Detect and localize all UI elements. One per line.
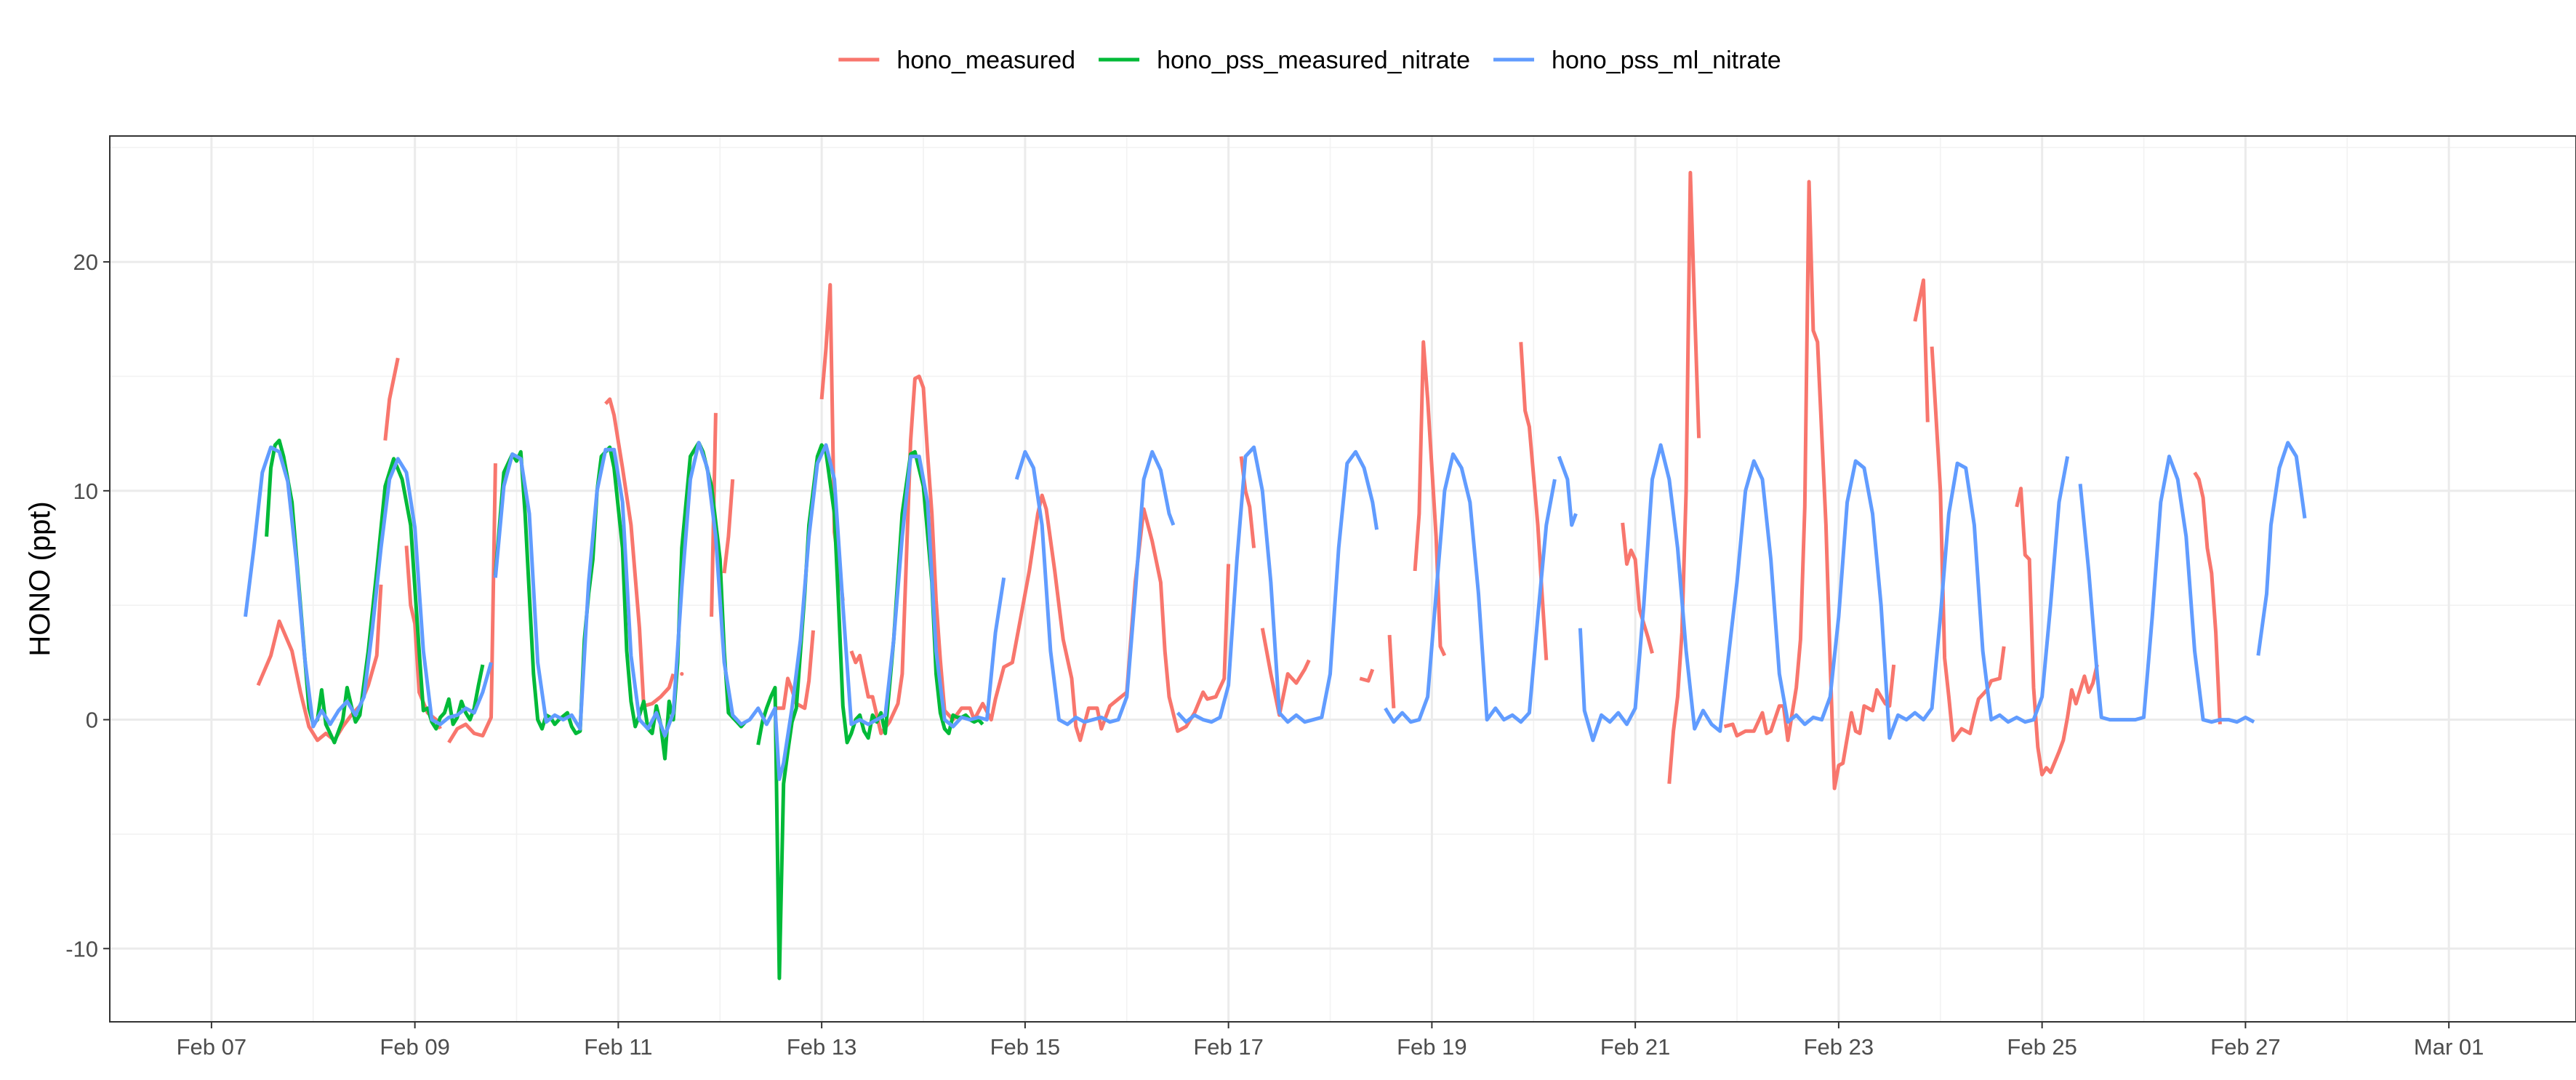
x-tick-label: Feb 13 [787, 1034, 857, 1060]
series-line [2256, 441, 2307, 656]
legend-label: hono_pss_measured_nitrate [1157, 47, 1470, 74]
series-line [604, 397, 675, 708]
x-tick-label: Feb 21 [1600, 1034, 1671, 1060]
series-line [244, 445, 493, 729]
y-tick-label: 20 [73, 249, 98, 275]
x-tick-label: Feb 15 [990, 1034, 1061, 1060]
plot-panel-border [109, 135, 2576, 1023]
series-line [722, 479, 735, 574]
y-axis: -10 0 10 20 [65, 249, 110, 961]
series-line [1621, 522, 1654, 654]
legend: hono_measured hono_pss_measured_nitrate ho… [838, 47, 1781, 74]
series-line [1557, 455, 1578, 527]
x-tick-label: Feb 25 [2007, 1034, 2077, 1060]
series-line [447, 463, 497, 744]
y-axis-title: HONO (ppt) [24, 501, 56, 656]
series-line [2078, 455, 2255, 724]
x-tick-label: Mar 01 [2414, 1034, 2484, 1060]
series-line [1260, 628, 1311, 717]
series-line [1413, 340, 1447, 657]
x-tick-label: Feb 17 [1193, 1034, 1264, 1060]
x-tick-label: Feb 07 [177, 1034, 247, 1060]
series-point [680, 672, 684, 676]
series-line [1578, 443, 2070, 743]
series-line [1387, 634, 1396, 708]
y-tick-label: -10 [65, 936, 98, 961]
series-line [2193, 471, 2222, 725]
series-line [1930, 346, 2006, 743]
series-line [1723, 180, 1896, 791]
plot-panel [110, 136, 2576, 1022]
series-line [1384, 452, 1557, 724]
legend-item-hono_pss_ml_nitrate: hono_pss_ml_nitrate [1493, 47, 1781, 74]
series-line [1359, 668, 1375, 683]
x-tick-label: Feb 23 [1804, 1034, 1874, 1060]
x-tick-label: Feb 27 [2210, 1034, 2281, 1060]
series-line [1519, 342, 1549, 660]
series-line [1913, 278, 1930, 423]
x-tick-label: Feb 11 [584, 1034, 652, 1060]
x-axis: Feb 07 Feb 09 Feb 11 Feb 13 Feb 15 Feb 17 Feb … [177, 1022, 2484, 1060]
series-line [849, 375, 1231, 743]
y-tick-label: 0 [86, 708, 98, 733]
series-hono_pss_ml_nitrate [244, 441, 2307, 781]
series-line [756, 443, 984, 980]
x-tick-label: Feb 19 [1397, 1034, 1467, 1060]
legend-label: hono_pss_ml_nitrate [1552, 47, 1781, 74]
x-tick-label: Feb 09 [380, 1034, 450, 1060]
y-tick-label: 10 [73, 479, 98, 504]
legend-item-hono_pss_measured_nitrate: hono_pss_measured_nitrate [1099, 47, 1470, 74]
series-line [1667, 170, 1701, 784]
series-line [493, 441, 1006, 781]
series-line [383, 357, 400, 441]
series-line [1014, 449, 1176, 727]
series-line [2015, 487, 2099, 777]
series-line [404, 545, 442, 730]
legend-item-hono_measured: hono_measured [838, 47, 1075, 74]
legend-label: hono_measured [896, 47, 1075, 74]
series-line [1176, 445, 1379, 724]
series-layer [244, 170, 2307, 980]
